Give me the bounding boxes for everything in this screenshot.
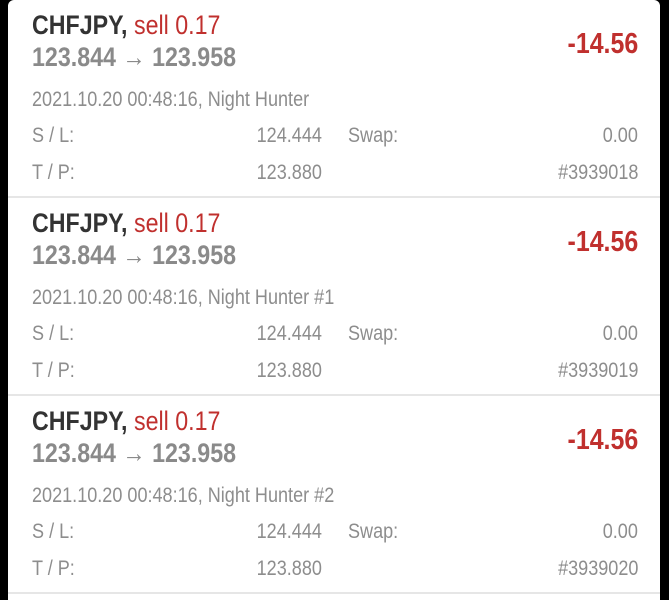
price-range: 123.844 → 123.958	[32, 438, 236, 469]
symbol: CHFJPY,	[32, 208, 128, 238]
order-item[interactable]: CHFJPY, sell 0.17 123.844 → 123.958 -14.…	[8, 0, 660, 198]
ticket-id: #3939020	[557, 557, 638, 580]
current-price: 123.958	[152, 240, 237, 270]
price-range: 123.844 → 123.958	[32, 240, 236, 271]
open-price: 123.844	[32, 240, 116, 270]
swap-value: 0.00	[602, 124, 638, 147]
tp-value: 123.880	[256, 161, 322, 184]
profit: -14.56	[567, 424, 638, 456]
sl-label: S / L:	[32, 124, 75, 147]
open-price: 123.844	[32, 42, 116, 72]
order-side: sell 0.17	[133, 406, 221, 436]
current-price: 123.958	[152, 42, 237, 72]
swap-label: Swap:	[348, 322, 399, 345]
order-side: sell 0.17	[133, 10, 221, 40]
swap-label: Swap:	[348, 124, 399, 147]
open-time-comment: 2021.10.20 00:48:16, Night Hunter #2	[32, 484, 335, 507]
arrow-icon: →	[122, 438, 146, 468]
order-item[interactable]: CHFJPY, sell 0.17 123.844 → 123.958 -14.…	[8, 396, 660, 594]
orders-list: CHFJPY, sell 0.17 123.844 → 123.958 -14.…	[8, 0, 660, 600]
sl-label: S / L:	[32, 520, 75, 543]
open-time-comment: 2021.10.20 00:48:16, Night Hunter #1	[32, 286, 335, 309]
tp-value: 123.880	[256, 359, 322, 382]
tp-label: T / P:	[32, 161, 75, 184]
order-item[interactable]: CHFJPY, sell 0.17 123.844 → 123.958 -14.…	[8, 198, 660, 396]
profit: -14.56	[567, 28, 638, 60]
arrow-icon: →	[122, 240, 146, 270]
tp-label: T / P:	[32, 557, 75, 580]
swap-value: 0.00	[602, 322, 638, 345]
symbol: CHFJPY,	[32, 10, 128, 40]
ticket-id: #3939019	[557, 359, 638, 382]
swap-label: Swap:	[348, 520, 399, 543]
tp-label: T / P:	[32, 359, 75, 382]
sl-label: S / L:	[32, 322, 75, 345]
sl-value: 124.444	[256, 322, 322, 345]
price-range: 123.844 → 123.958	[32, 42, 236, 73]
ticket-id: #3939018	[557, 161, 638, 184]
open-time-comment: 2021.10.20 00:48:16, Night Hunter	[32, 88, 310, 111]
current-price: 123.958	[152, 438, 237, 468]
tp-value: 123.880	[256, 557, 322, 580]
order-title: CHFJPY, sell 0.17	[32, 406, 220, 437]
arrow-icon: →	[122, 42, 146, 72]
symbol: CHFJPY,	[32, 406, 128, 436]
profit: -14.56	[567, 226, 638, 258]
order-title: CHFJPY, sell 0.17	[32, 10, 220, 41]
open-price: 123.844	[32, 438, 116, 468]
sl-value: 124.444	[256, 124, 322, 147]
order-side: sell 0.17	[133, 208, 221, 238]
swap-value: 0.00	[602, 520, 638, 543]
sl-value: 124.444	[256, 520, 322, 543]
order-title: CHFJPY, sell 0.17	[32, 208, 220, 239]
